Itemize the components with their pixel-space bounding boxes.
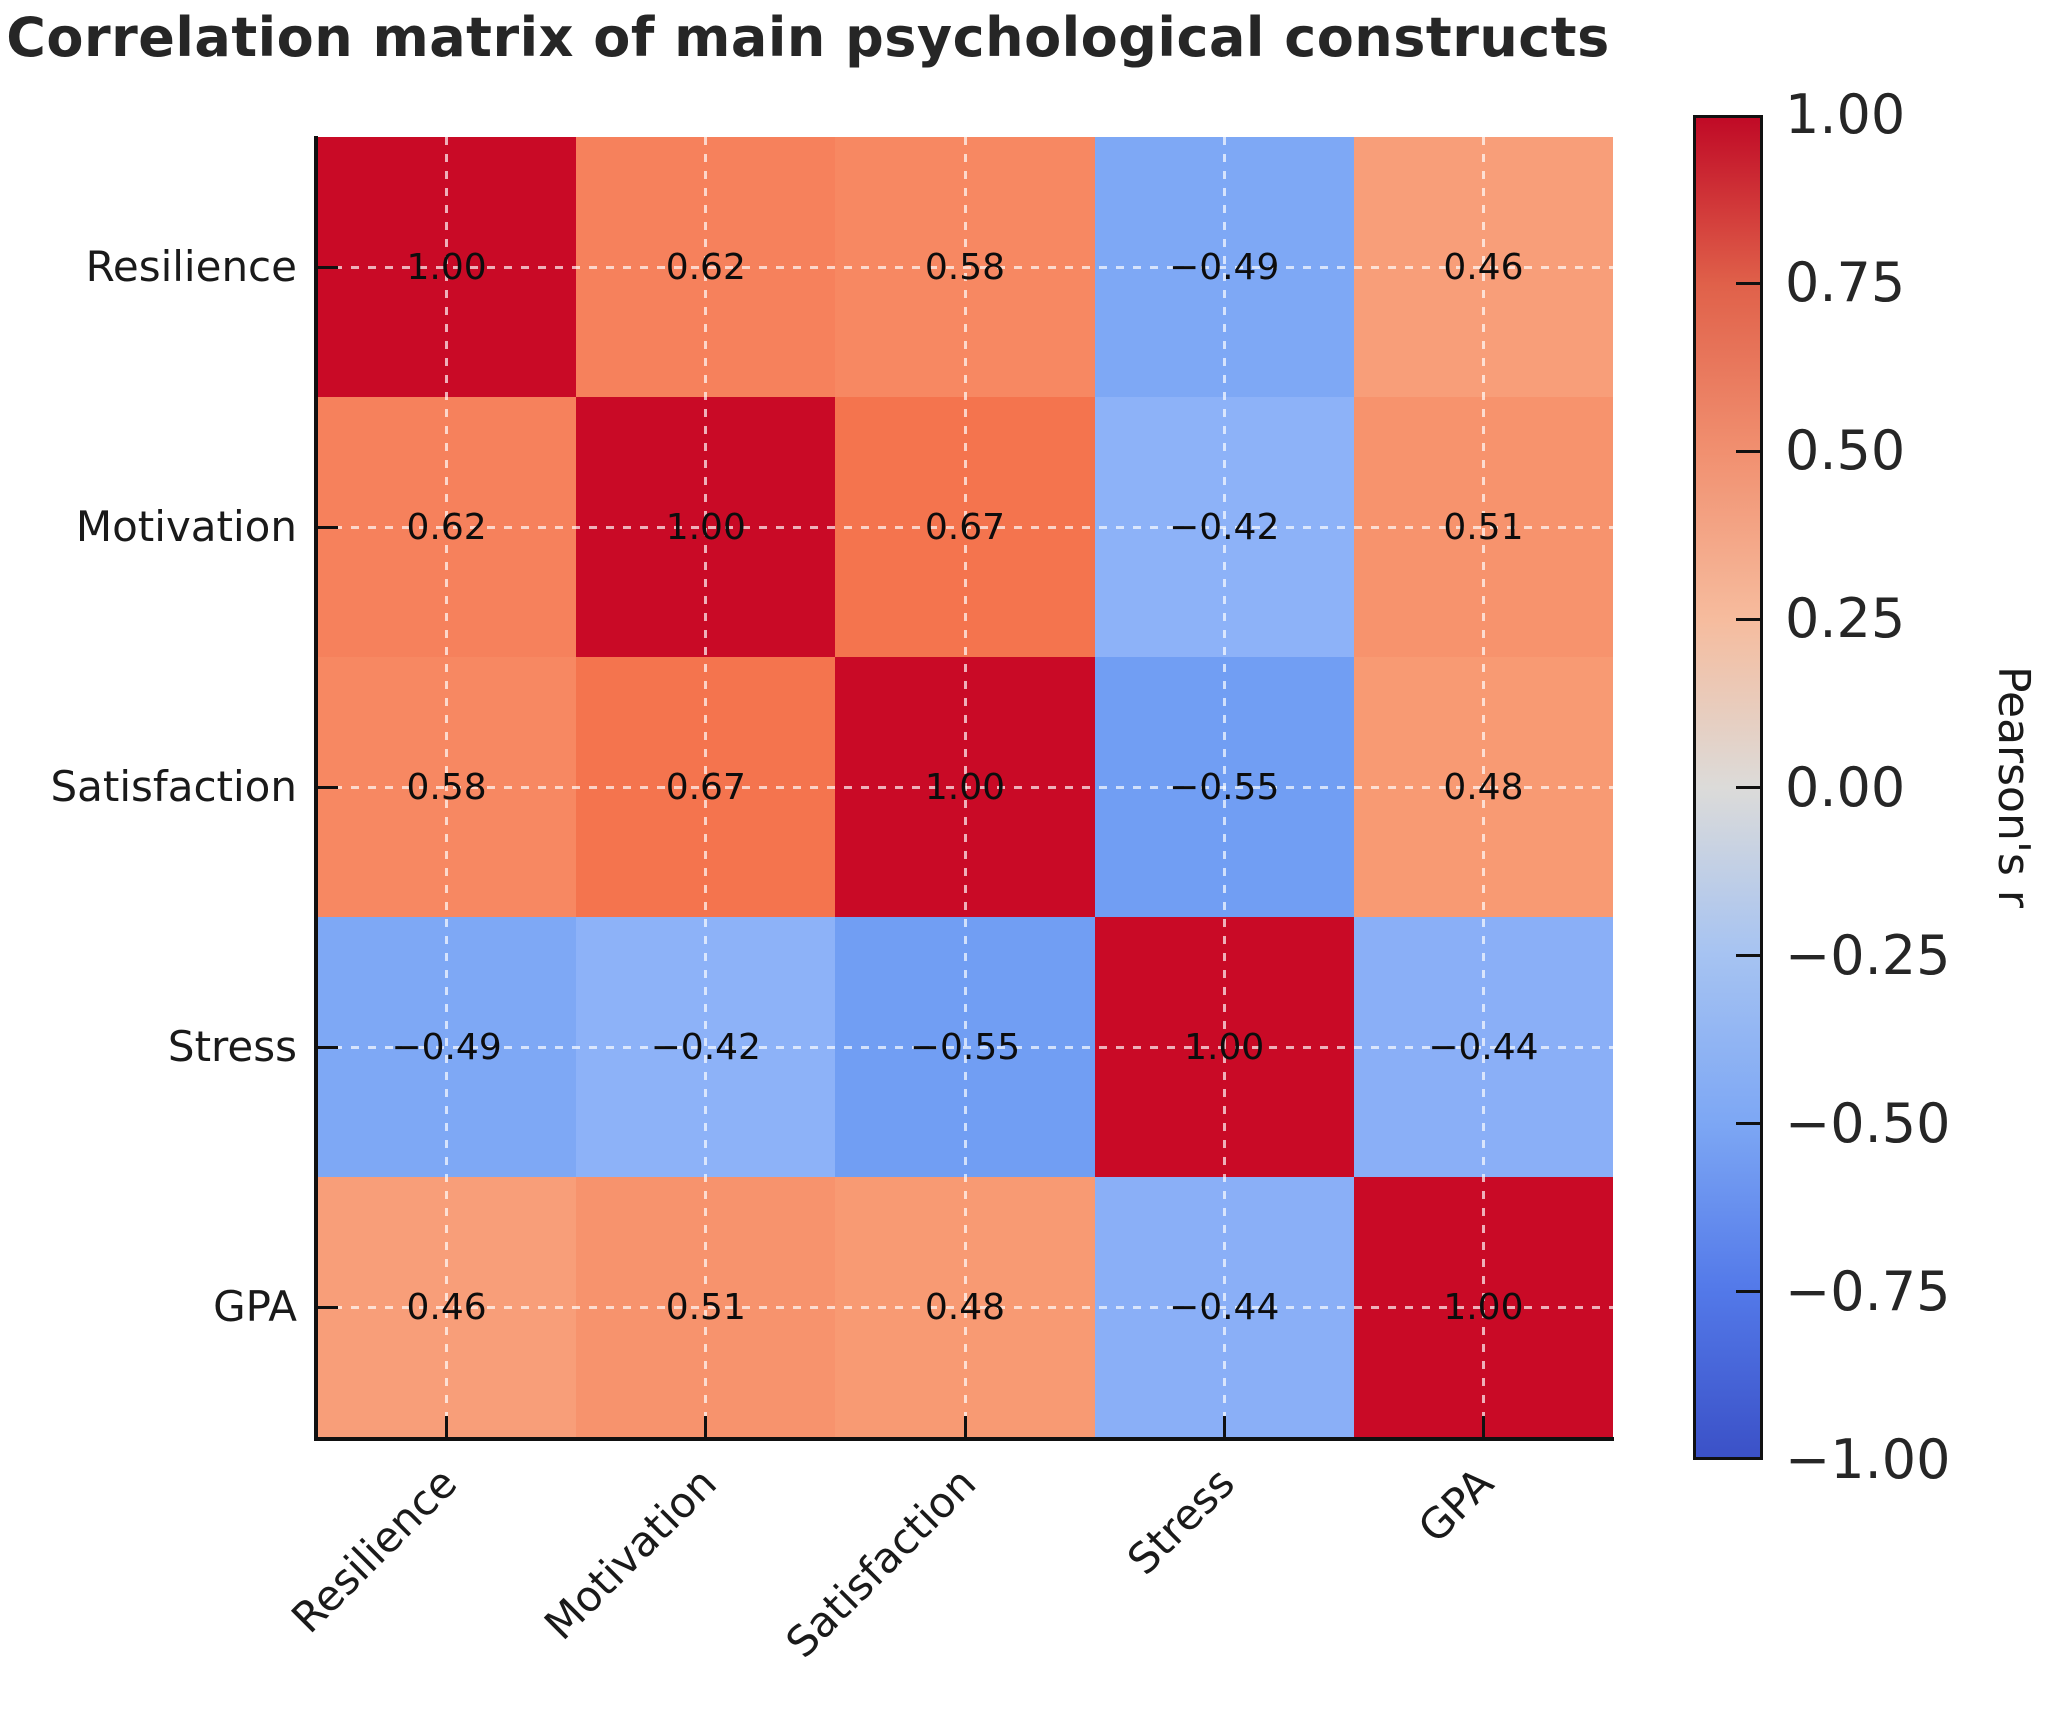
cell-value-label: 0.67 [924, 506, 1006, 548]
y-axis-tick [317, 785, 338, 789]
x-axis-tick [1481, 1416, 1485, 1437]
heatmap-cell-Motivation-Satisfaction: 0.67 [835, 397, 1095, 657]
heatmap-cell-Motivation-GPA: 0.51 [1353, 397, 1613, 657]
heatmap-cell-Stress-Resilience: −0.49 [317, 917, 577, 1177]
cell-value-label: 0.67 [665, 766, 746, 808]
colorbar-tick-label: −1.00 [1785, 1428, 1951, 1491]
x-axis-tick [1222, 1416, 1226, 1437]
heatmap-cell-Satisfaction-Satisfaction: 1.00 [835, 657, 1095, 917]
colorbar-tick-label: 0.25 [1785, 587, 1906, 651]
cell-value-label: −0.44 [1169, 1286, 1280, 1328]
y-axis-label-GPA: GPA [213, 1282, 297, 1331]
colorbar-axis-label: Pearson's r [1988, 666, 2039, 908]
cell-value-label: −0.49 [1169, 246, 1280, 288]
cell-value-label: 0.48 [924, 1286, 1006, 1328]
y-axis-tick [317, 1045, 338, 1049]
heatmap-cell-Satisfaction-Stress: −0.55 [1094, 657, 1354, 917]
heatmap-cell-Resilience-Stress: −0.49 [1094, 137, 1354, 397]
cell-value-label: 0.58 [406, 766, 487, 808]
y-axis-tick [317, 525, 338, 529]
heatmap-grid: 1.00 0.62 0.58 −0.49 0.46 0.62 1.00 0.67 −0.42 0.… [317, 137, 1613, 1437]
colorbar-tick [1736, 1122, 1760, 1126]
colorbar-tick [1736, 449, 1760, 453]
y-axis-spine [314, 136, 318, 1439]
cell-value-label: −0.49 [391, 1026, 502, 1068]
colorbar-tick [1736, 617, 1760, 621]
colorbar-tick-label: −0.50 [1785, 1091, 1951, 1155]
cell-value-label: 0.46 [406, 1286, 487, 1328]
heatmap-cell-Stress-Satisfaction: −0.55 [835, 917, 1095, 1177]
y-axis-label-Resilience: Resilience [85, 242, 297, 291]
heatmap-cell-Stress-Motivation: −0.42 [576, 917, 836, 1177]
cell-value-label: −0.42 [1169, 506, 1280, 548]
heatmap-cell-Resilience-Motivation: 0.62 [576, 137, 836, 397]
heatmap-cell-Satisfaction-Motivation: 0.67 [576, 657, 836, 917]
cell-value-label: 0.51 [665, 1286, 746, 1328]
cell-value-label: 1.00 [924, 766, 1006, 808]
heatmap-cell-Satisfaction-Resilience: 0.58 [317, 657, 577, 917]
colorbar-tick-label: 1.00 [1785, 83, 1906, 146]
colorbar-tick-label: −0.25 [1785, 923, 1951, 987]
heatmap-cell-GPA-Motivation: 0.51 [576, 1177, 836, 1437]
heatmap-cell-Motivation-Motivation: 1.00 [576, 397, 836, 657]
heatmap-cell-GPA-Stress: −0.44 [1094, 1177, 1354, 1437]
heatmap-cell-Motivation-Resilience: 0.62 [317, 397, 577, 657]
cell-value-label: 0.48 [1443, 766, 1524, 808]
heatmap-cell-Resilience-GPA: 0.46 [1353, 137, 1613, 397]
cell-value-label: 0.62 [665, 246, 746, 288]
y-axis-label-Stress: Stress [167, 1022, 297, 1071]
cell-value-label: −0.55 [1169, 766, 1280, 808]
heatmap-cell-Stress-GPA: −0.44 [1353, 917, 1613, 1177]
y-axis-tick [317, 265, 338, 269]
x-axis-tick [445, 1416, 449, 1437]
heatmap-cell-Motivation-Stress: −0.42 [1094, 397, 1354, 657]
cell-value-label: 0.62 [406, 506, 487, 548]
colorbar-tick [1736, 281, 1760, 285]
heatmap-cell-GPA-GPA: 1.00 [1353, 1177, 1613, 1437]
heatmap-cell-Satisfaction-GPA: 0.48 [1353, 657, 1613, 917]
cell-value-label: 1.00 [1443, 1286, 1524, 1328]
colorbar-tick-label: 0.75 [1785, 251, 1906, 315]
cell-value-label: 1.00 [665, 506, 746, 548]
x-axis-label-Resilience: Resilience [282, 1458, 467, 1643]
cell-value-label: −0.55 [909, 1026, 1021, 1068]
colorbar-tick-label: 0.50 [1785, 419, 1906, 483]
y-axis-label-Satisfaction: Satisfaction [50, 762, 297, 811]
colorbar-tick [1736, 954, 1760, 958]
y-axis-tick [317, 1305, 338, 1309]
chart-title: Correlation matrix of main psychological… [6, 6, 1610, 69]
cell-value-label: −0.42 [650, 1026, 761, 1068]
x-axis-label-GPA: GPA [1409, 1458, 1504, 1553]
x-axis-label-Stress: Stress [1118, 1458, 1245, 1585]
colorbar-tick [1736, 786, 1760, 789]
heatmap-cell-Resilience-Satisfaction: 0.58 [835, 137, 1095, 397]
x-axis-label-Motivation: Motivation [534, 1458, 726, 1650]
cell-value-label: 1.00 [406, 246, 487, 288]
cell-value-label: 0.58 [924, 246, 1006, 288]
heatmap-cell-Resilience-Resilience: 1.00 [317, 137, 577, 397]
colorbar-tick-label: 0.00 [1785, 755, 1906, 819]
cell-value-label: 0.46 [1443, 246, 1524, 288]
heatmap-cell-GPA-Satisfaction: 0.48 [835, 1177, 1095, 1437]
heatmap-cell-Stress-Stress: 1.00 [1094, 917, 1354, 1177]
x-axis-tick [963, 1416, 967, 1437]
x-axis-label-Satisfaction: Satisfaction [775, 1458, 985, 1668]
y-axis-label-Motivation: Motivation [75, 502, 297, 551]
heatmap-cell-GPA-Resilience: 0.46 [317, 1177, 577, 1437]
cell-value-label: −0.44 [1428, 1026, 1539, 1068]
colorbar-tick-label: −0.75 [1785, 1259, 1951, 1323]
x-axis-tick [704, 1416, 708, 1437]
x-axis-spine [314, 1437, 1614, 1441]
cell-value-label: 0.51 [1443, 506, 1524, 548]
colorbar-tick [1736, 1290, 1760, 1294]
cell-value-label: 1.00 [1184, 1026, 1265, 1068]
